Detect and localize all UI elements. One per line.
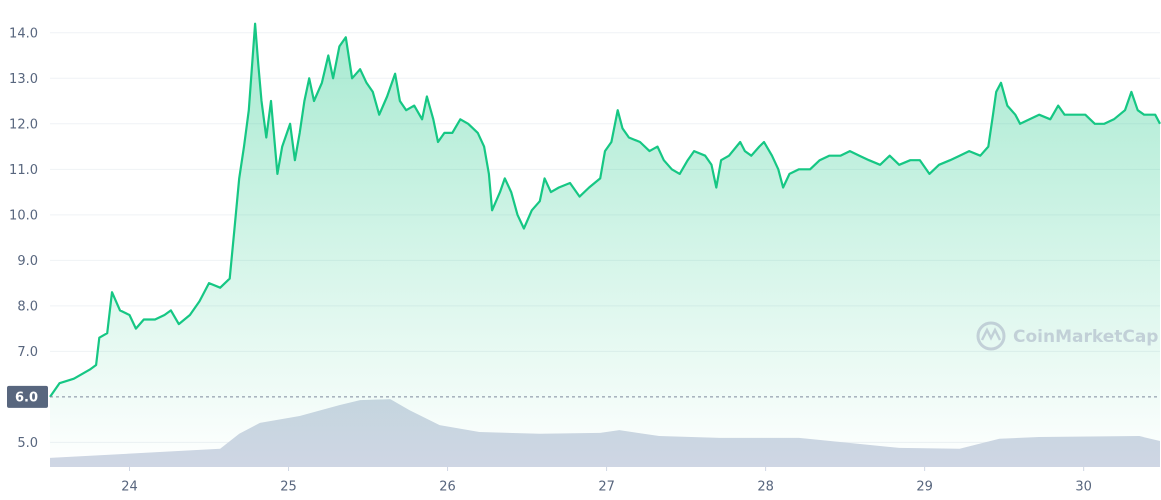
y-tick-label: 7.0 — [17, 345, 38, 360]
axes: 5.0 6.0 7.0 8.0 9.0 10.0 11.0 12.0 13.0 14.0 24 25 2… — [7, 26, 1092, 495]
y-tick-label: 11.0 — [9, 163, 38, 178]
x-tick-label: 30 — [1075, 480, 1092, 495]
y-tick-label: 8.0 — [17, 299, 38, 314]
y-tick-label: 9.0 — [17, 254, 38, 269]
x-tick-label: 27 — [598, 480, 615, 495]
y-tick-highlight — [7, 385, 48, 408]
watermark-logo-mark — [980, 327, 1002, 341]
y-tick-label: 14.0 — [9, 26, 38, 41]
watermark-logo — [976, 321, 1006, 351]
x-tick-label: 25 — [280, 480, 297, 495]
x-tick-label: 28 — [757, 480, 774, 495]
y-tick-label: 10.0 — [9, 208, 38, 223]
y-tick-label: 13.0 — [9, 72, 38, 87]
x-tick-label: 29 — [916, 480, 933, 495]
x-tick-label: 26 — [439, 480, 456, 495]
y-tick-label: 12.0 — [9, 117, 38, 132]
y-tick-label: 5.0 — [17, 436, 38, 451]
y-tick-label: 6.0 — [15, 390, 38, 405]
x-tick-label: 24 — [121, 480, 138, 495]
price-line — [49, 22, 1161, 398]
watermark: CoinMarketCap — [976, 321, 1158, 351]
price-area — [50, 23, 1160, 467]
watermark-text: CoinMarketCap — [1013, 327, 1158, 347]
price-layer — [49, 22, 1161, 467]
